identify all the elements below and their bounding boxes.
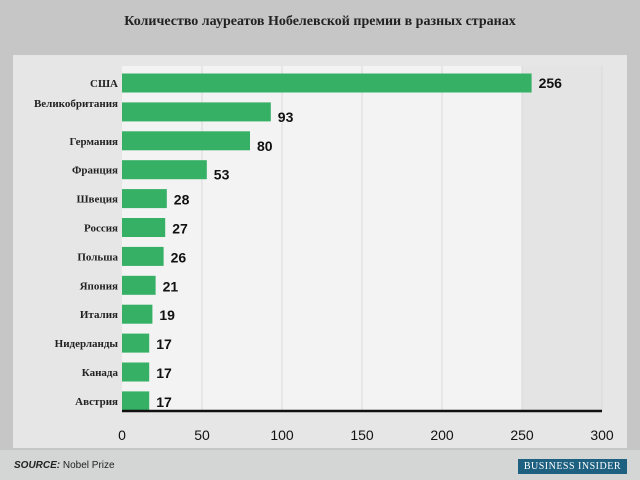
value-label: 53 (214, 167, 230, 183)
category-label: Франция (72, 165, 118, 177)
bar (122, 189, 167, 209)
value-label: 19 (159, 307, 175, 323)
footer: SOURCE: Nobel Prize BUSINESS INSIDER (0, 450, 640, 480)
x-tick-label: 250 (510, 427, 534, 443)
bar (122, 246, 164, 266)
plot-band (522, 66, 602, 411)
value-label: 17 (156, 336, 172, 352)
category-label: Великобритания (34, 98, 118, 110)
bar-chart: 0 50 100 150 200 250 300 США 256 Великобритания 93… (34, 66, 614, 443)
x-tick-label: 150 (350, 427, 374, 443)
category-label: Италия (80, 309, 118, 321)
bar (122, 275, 156, 295)
value-label: 80 (257, 138, 273, 154)
bar (122, 73, 532, 93)
bar (122, 102, 271, 122)
value-label: 27 (172, 221, 188, 237)
value-label: 256 (539, 75, 563, 91)
x-tick-label: 50 (194, 427, 210, 443)
source-text: Nobel Prize (60, 460, 115, 471)
bar (122, 160, 207, 180)
source-note: SOURCE: Nobel Prize (14, 460, 115, 471)
x-tick-label: 300 (590, 427, 614, 443)
brand-logo: BUSINESS INSIDER (517, 459, 627, 474)
bar (122, 131, 250, 151)
value-label: 21 (163, 278, 179, 294)
bar (122, 304, 153, 324)
value-label: 28 (174, 192, 190, 208)
value-label: 17 (156, 394, 172, 410)
chart-title: Количество лауреатов Нобелевской премии … (124, 14, 516, 29)
category-label: Германия (69, 136, 118, 148)
bar (122, 362, 150, 382)
value-label: 93 (278, 109, 294, 125)
x-tick-label: 100 (270, 427, 294, 443)
bar (122, 333, 150, 353)
x-tick-label: 0 (118, 427, 126, 443)
category-label: Австрия (75, 396, 118, 408)
category-label: Польша (77, 251, 118, 263)
category-label: Япония (80, 280, 118, 292)
bar (122, 218, 166, 237)
category-label: Россия (84, 223, 118, 235)
category-label: США (90, 78, 118, 90)
category-label: Нидерланды (55, 338, 119, 350)
value-label: 26 (171, 249, 187, 265)
bar (122, 391, 150, 411)
source-label: SOURCE: (14, 460, 61, 471)
category-label: Швеция (76, 194, 118, 206)
value-label: 17 (156, 365, 172, 381)
category-label: Канада (82, 367, 119, 379)
x-tick-label: 200 (430, 427, 454, 443)
